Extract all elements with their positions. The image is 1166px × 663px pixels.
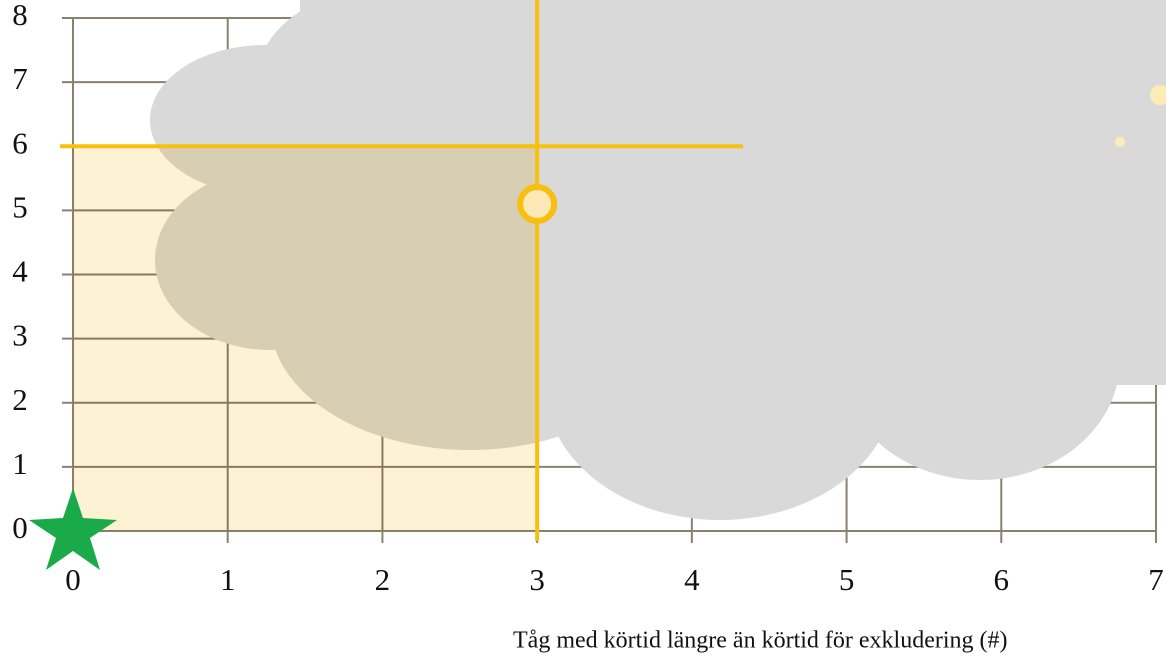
x-axis-label: Tåg med körtid längre än körtid för exkl…: [513, 628, 1008, 654]
y-tick-label: 5: [12, 189, 28, 224]
x-tick-label: 4: [684, 562, 700, 597]
point: [517, 183, 558, 224]
y-tick-label: 8: [12, 0, 28, 32]
x-tick-label: 7: [1148, 562, 1164, 597]
x-tick-label: 0: [65, 562, 81, 597]
y-tick-label: 0: [12, 510, 28, 545]
x-tick-label: 1: [220, 562, 236, 597]
y-tick-label: 4: [12, 254, 28, 289]
x-tick-label: 2: [375, 562, 391, 597]
y-tick-label: 2: [12, 382, 28, 417]
y-tick-label: 7: [12, 61, 28, 96]
y-tick-label: 1: [12, 446, 28, 481]
y-tick-label: 3: [12, 318, 28, 353]
y-tick-label: 6: [12, 125, 28, 160]
marks: [60, 0, 743, 541]
origin-star: [29, 488, 117, 570]
x-tick-label: 6: [994, 562, 1010, 597]
x-tick-label: 5: [839, 562, 855, 597]
x-tick-label: 3: [529, 562, 545, 597]
dot: [1150, 85, 1166, 105]
highlight-area: [73, 146, 538, 531]
dot: [1115, 137, 1125, 147]
